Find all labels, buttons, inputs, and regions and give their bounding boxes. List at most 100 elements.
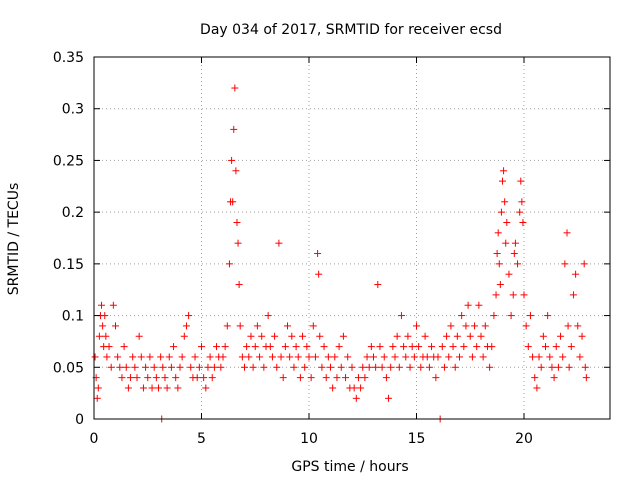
data-point — [193, 374, 201, 382]
data-point — [228, 156, 236, 164]
data-point — [496, 281, 504, 289]
data-point — [404, 332, 412, 340]
data-point — [370, 353, 377, 361]
data-point — [550, 374, 558, 382]
data-point — [271, 332, 279, 340]
data-point — [258, 332, 266, 340]
data-point — [415, 343, 423, 351]
data-point — [425, 363, 433, 371]
data-point — [580, 260, 588, 268]
data-point — [481, 322, 489, 330]
data-point — [187, 363, 195, 371]
data-point — [531, 374, 539, 382]
data-point — [417, 363, 425, 371]
data-point — [225, 260, 233, 268]
data-point — [557, 332, 565, 340]
data-point — [266, 343, 274, 351]
data-point — [251, 343, 259, 351]
data-point — [131, 363, 139, 371]
data-point — [350, 384, 358, 392]
data-point — [537, 363, 545, 371]
data-point — [299, 332, 307, 340]
data-point — [107, 363, 115, 371]
data-point — [372, 363, 380, 371]
data-point — [581, 363, 589, 371]
data-point — [91, 353, 99, 361]
data-point — [492, 291, 500, 299]
data-point — [445, 353, 453, 361]
data-point — [423, 353, 431, 361]
data-point — [539, 332, 547, 340]
axis-ticks: 0 0.05 0.1 0.15 0.2 0.25 0.3 0.35 0 5 10 15 20 — [53, 50, 610, 447]
data-point — [202, 384, 210, 392]
data-point — [522, 322, 530, 330]
data-point — [311, 353, 319, 361]
data-point — [535, 353, 543, 361]
data-point — [382, 374, 390, 382]
chart-title: Day 034 of 2017, SRMTID for receiver ecs… — [200, 22, 502, 38]
data-point — [296, 374, 304, 382]
data-point — [578, 332, 586, 340]
data-point — [167, 363, 175, 371]
data-point — [243, 343, 251, 351]
data-point — [294, 353, 302, 361]
data-point — [361, 374, 369, 382]
data-point — [402, 353, 410, 361]
data-point — [479, 353, 487, 361]
data-point — [548, 363, 556, 371]
data-point — [230, 125, 238, 133]
data-point — [210, 363, 218, 371]
data-point — [144, 374, 152, 382]
x-tick-label: 5 — [197, 431, 206, 447]
data-point — [434, 353, 442, 361]
x-tick-label: 15 — [408, 431, 426, 447]
data-point — [178, 353, 186, 361]
data-point — [112, 322, 119, 330]
data-point — [542, 343, 549, 351]
data-point — [359, 363, 367, 371]
data-point — [460, 343, 468, 351]
data-point — [509, 291, 517, 299]
y-tick-label: 0 — [75, 412, 84, 428]
data-point — [99, 322, 107, 330]
data-point — [561, 260, 569, 268]
data-point — [451, 363, 459, 371]
data-point — [231, 84, 239, 92]
data-point — [109, 301, 117, 309]
data-point — [172, 374, 180, 382]
data-point — [204, 363, 212, 371]
data-point — [572, 270, 580, 278]
data-point — [157, 353, 165, 361]
data-point — [517, 177, 525, 185]
data-point — [152, 374, 160, 382]
data-point — [500, 167, 508, 175]
data-point — [502, 239, 510, 247]
data-point — [286, 353, 294, 361]
data-point — [510, 250, 518, 258]
data-point — [292, 343, 300, 351]
data-point — [101, 312, 109, 320]
data-point — [519, 218, 527, 226]
data-point — [378, 363, 386, 371]
y-tick-label: 0.05 — [53, 360, 84, 376]
data-point — [303, 343, 311, 351]
data-point — [438, 343, 446, 351]
data-point — [524, 343, 532, 351]
data-point — [339, 332, 347, 340]
data-point — [102, 332, 110, 340]
data-point — [462, 322, 470, 330]
data-point — [315, 270, 323, 278]
data-point — [393, 332, 401, 340]
y-tick-label: 0.2 — [62, 205, 84, 221]
data-point — [322, 374, 330, 382]
y-tick-label: 0.15 — [53, 257, 84, 273]
data-point — [497, 208, 505, 216]
data-point — [279, 374, 287, 382]
data-point — [363, 353, 371, 361]
data-point — [98, 301, 106, 309]
x-tick-label: 0 — [90, 431, 99, 447]
data-point — [391, 353, 399, 361]
data-point — [233, 218, 241, 226]
data-point — [410, 353, 418, 361]
